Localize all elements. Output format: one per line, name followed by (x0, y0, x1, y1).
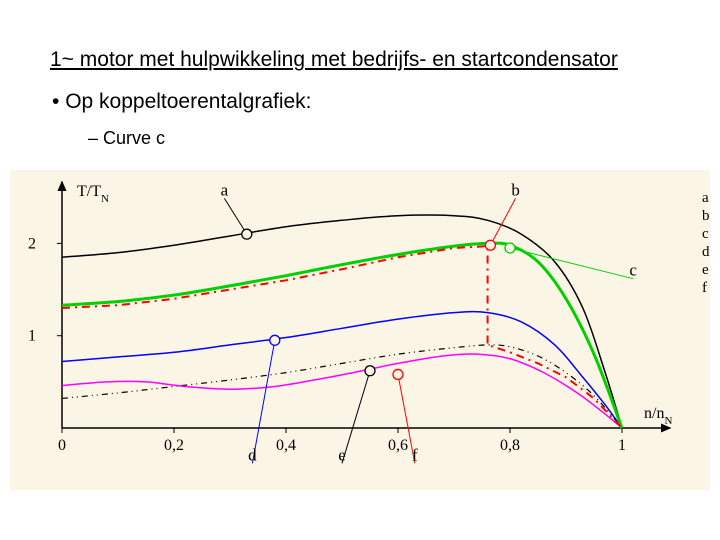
svg-text:0,4: 0,4 (276, 437, 296, 454)
callout-marker-f (393, 369, 403, 379)
curve-e (62, 345, 622, 428)
torque-speed-chart: 00,20,40,60,8112T/TNn/nNabcdefabcdef (10, 170, 710, 490)
curve-b (62, 246, 622, 428)
svg-text:0,8: 0,8 (500, 437, 520, 454)
callout-label-c: c (629, 261, 637, 280)
callout-marker-e (365, 366, 375, 376)
legend-stub-b: b (702, 208, 710, 224)
curve-f (62, 354, 622, 428)
svg-text:2: 2 (28, 235, 36, 252)
curve-a (62, 215, 622, 428)
callout-label-a: a (221, 180, 229, 199)
svg-text:0,6: 0,6 (388, 437, 408, 454)
callout-line-a (224, 198, 246, 234)
svg-text:0,2: 0,2 (164, 437, 184, 454)
svg-text:0: 0 (58, 437, 66, 454)
curve-c (62, 243, 622, 428)
callout-label-d: d (248, 445, 257, 464)
legend-stub-a: a (702, 190, 709, 206)
svg-text:1: 1 (618, 437, 626, 454)
callout-marker-c (505, 243, 515, 253)
callout-marker-d (270, 335, 280, 345)
legend-stub-c: c (702, 226, 709, 242)
callout-label-f: f (412, 445, 418, 464)
callout-line-e (342, 371, 370, 464)
svg-text:n/nN: n/nN (644, 405, 672, 427)
callout-marker-b (485, 240, 495, 250)
callout-marker-a (242, 229, 252, 239)
legend-stub-f: f (702, 280, 707, 296)
legend-stub-d: d (702, 244, 710, 260)
svg-text:T/TN: T/TN (77, 183, 109, 205)
legend-stub-e: e (702, 262, 709, 278)
callout-label-b: b (511, 180, 520, 199)
slide: 1~ motor met hulpwikkeling met bedrijfs-… (0, 0, 720, 540)
chart-svg: 00,20,40,60,8112T/TNn/nNabcdefabcdef (10, 170, 710, 490)
bullet-sub: Curve c (88, 128, 165, 149)
bullet-main: Op koppeltoerentalgrafiek: (52, 90, 312, 114)
svg-text:1: 1 (28, 328, 36, 345)
callout-line-c (510, 248, 633, 279)
slide-title: 1~ motor met hulpwikkeling met bedrijfs-… (50, 48, 618, 72)
callout-label-e: e (338, 445, 346, 464)
